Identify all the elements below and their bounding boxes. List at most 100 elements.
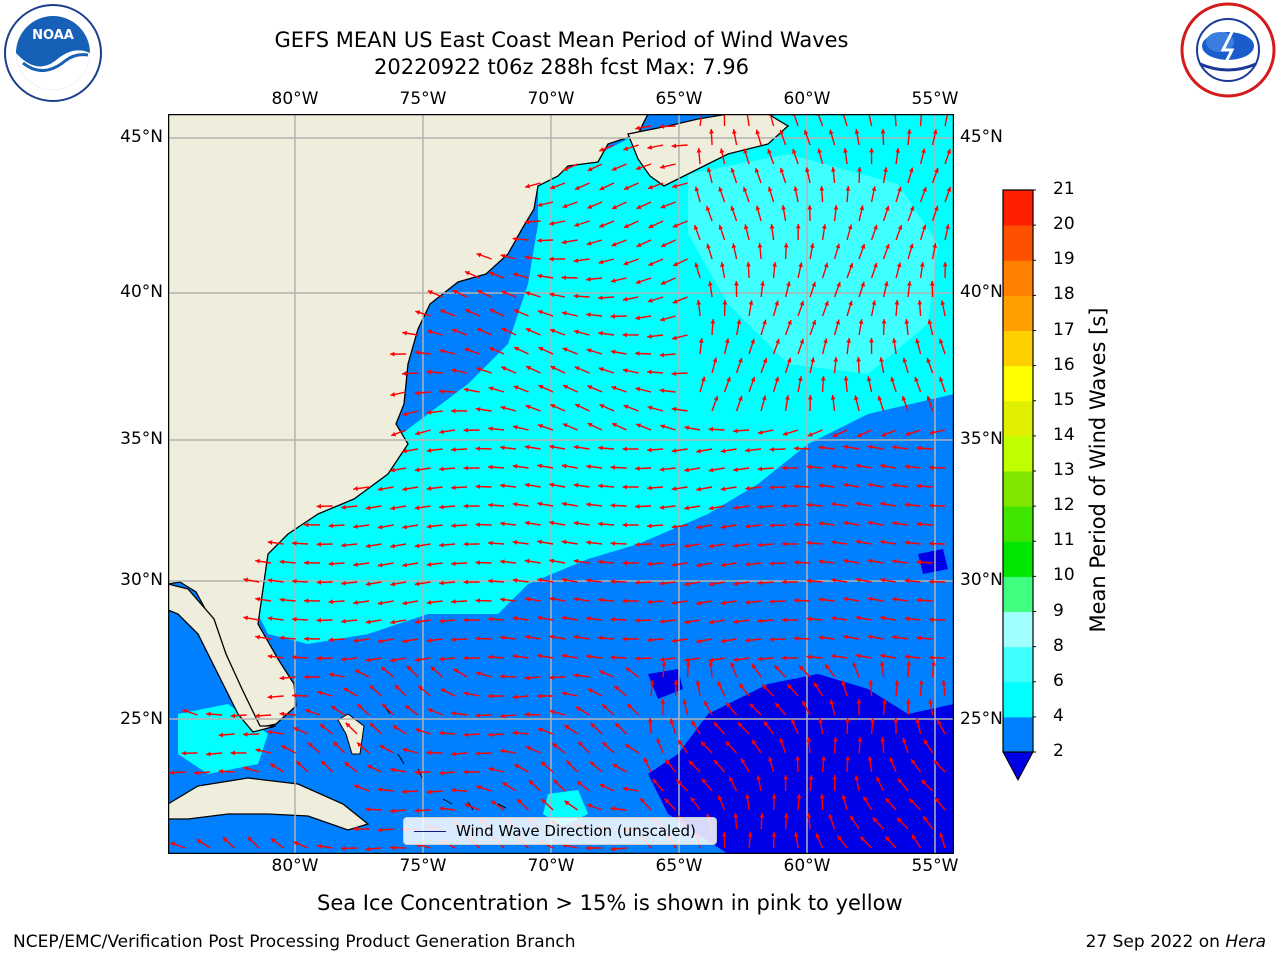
wave-direction-arrowhead [464, 271, 470, 276]
wave-direction-arrowhead [909, 798, 915, 804]
colorbar-segment [1003, 541, 1033, 577]
wave-direction-arrowhead [255, 748, 261, 753]
wave-direction-arrowhead [845, 756, 851, 761]
wave-direction-arrowhead [550, 404, 556, 409]
wave-direction-arrowhead [880, 577, 885, 583]
wave-direction-arrow [699, 114, 703, 127]
colorbar-tick-label: 10 [1053, 565, 1075, 586]
wave-direction-arrowhead [562, 423, 568, 428]
wave-direction-arrowhead [402, 486, 408, 492]
wave-direction-arrowhead [243, 732, 248, 737]
wave-direction-arrowhead [586, 654, 591, 660]
wave-direction-arrowhead [206, 711, 211, 717]
wave-direction-arrowhead [855, 577, 861, 583]
wave-direction-arrowhead [909, 205, 915, 211]
wave-direction-arrowhead [574, 222, 580, 227]
wave-direction-arrowhead [475, 446, 481, 452]
wave-direction-arrowhead [622, 786, 628, 792]
colorbar-tick-label: 11 [1053, 530, 1075, 551]
wave-direction-arrowhead [733, 428, 738, 434]
wave-direction-arrowhead [279, 597, 285, 603]
ocean-6-8s [688, 154, 938, 374]
wave-direction-arrowhead [747, 832, 753, 837]
wave-direction-arrowhead [733, 467, 738, 473]
wave-direction-arrowhead [377, 827, 383, 833]
wave-direction-arrowhead [880, 501, 885, 507]
lon-label-top: 70°W [527, 89, 575, 109]
wave-direction-arrowhead [415, 728, 421, 733]
wave-direction-arrowhead [463, 732, 469, 738]
wave-direction-arrowhead [512, 654, 518, 659]
wave-direction-arrowhead [685, 661, 691, 666]
wave-direction-arrowhead [897, 186, 902, 192]
wave-direction-arrowhead [537, 463, 543, 469]
wave-direction-arrowhead [627, 703, 633, 709]
wave-direction-arrowhead [916, 521, 922, 527]
wave-direction-arrowhead [798, 262, 803, 268]
wave-direction-arrowhead [599, 223, 605, 228]
wave-direction-arrowhead [799, 338, 805, 344]
wave-direction-arrowhead [353, 600, 358, 605]
wave-direction-arrowhead [598, 445, 603, 451]
wave-direction-arrowhead [737, 722, 743, 728]
wave-direction-arrow [817, 114, 824, 127]
wave-direction-arrowhead [513, 385, 519, 390]
wave-direction-arrowhead [464, 347, 470, 353]
wave-direction-arrowhead [733, 619, 738, 625]
wave-direction-arrowhead [829, 129, 834, 135]
wave-direction-arrowhead [856, 699, 862, 704]
wave-direction-arrowhead [901, 395, 907, 401]
wave-direction-arrowhead [720, 638, 726, 644]
wave-direction-arrowhead [847, 224, 853, 230]
lon-label-top: 75°W [399, 89, 447, 109]
wave-direction-arrowhead [575, 706, 581, 712]
wave-direction-arrowhead [881, 319, 887, 324]
wave-direction-arrowhead [823, 262, 829, 268]
wave-direction-arrowhead [855, 463, 861, 469]
wave-direction-arrowhead [292, 616, 297, 622]
wave-direction-arrowhead [774, 300, 780, 306]
wave-direction-arrowhead [574, 366, 580, 371]
wave-direction-arrowhead [611, 166, 617, 171]
wave-direction-arrowhead [926, 395, 932, 401]
wave-direction-arrowhead [772, 262, 778, 267]
wave-direction-arrowhead [720, 486, 726, 492]
wave-direction-arrowhead [563, 384, 569, 390]
wave-direction-arrowhead [578, 741, 583, 747]
wave-direction-arrowhead [415, 430, 421, 436]
wave-direction-arrowhead [587, 803, 593, 809]
wave-direction-arrowhead [782, 431, 788, 436]
wave-direction-arrowhead [353, 826, 358, 832]
lat-label-left: 25°N [120, 709, 163, 729]
ocean-below-2s-patch [648, 669, 683, 699]
wave-direction-arrowhead [659, 388, 665, 394]
wave-direction-arrowhead [647, 637, 652, 643]
wave-direction-arrowhead [718, 186, 723, 192]
wave-direction-arrowhead [524, 219, 530, 225]
wave-direction-arrowhead [390, 581, 396, 587]
wave-direction-arrowhead [500, 713, 505, 719]
wave-direction-arrowhead [365, 807, 371, 812]
colorbar-segment [1003, 365, 1033, 402]
wave-direction-arrowhead [537, 202, 543, 208]
wave-direction-arrowhead [750, 376, 756, 382]
wave-direction-arrowhead [426, 789, 432, 795]
wave-direction-arrowhead [859, 205, 865, 211]
wave-direction-arrowhead [317, 690, 323, 696]
wave-direction-arrowhead [427, 708, 433, 713]
wave-direction-arrowhead [867, 482, 873, 488]
wave-direction-arrowhead [818, 445, 824, 450]
wave-direction-arrowhead [377, 524, 383, 530]
wave-direction-arrowhead [787, 684, 793, 690]
wave-direction-arrowhead [704, 700, 709, 706]
wave-direction-arrowhead [736, 319, 742, 325]
wave-direction-arrowhead [623, 404, 629, 410]
wave-direction-arrowhead [377, 562, 383, 568]
wave-direction-arrowhead [526, 365, 532, 371]
wave-direction-arrow [793, 114, 799, 127]
wave-direction-arrowhead [684, 619, 690, 625]
wave-direction-arrowhead [243, 577, 249, 583]
wave-direction-arrowhead [439, 730, 444, 736]
wave-direction-arrowhead [500, 635, 505, 641]
wave-direction-arrowhead [808, 775, 814, 780]
